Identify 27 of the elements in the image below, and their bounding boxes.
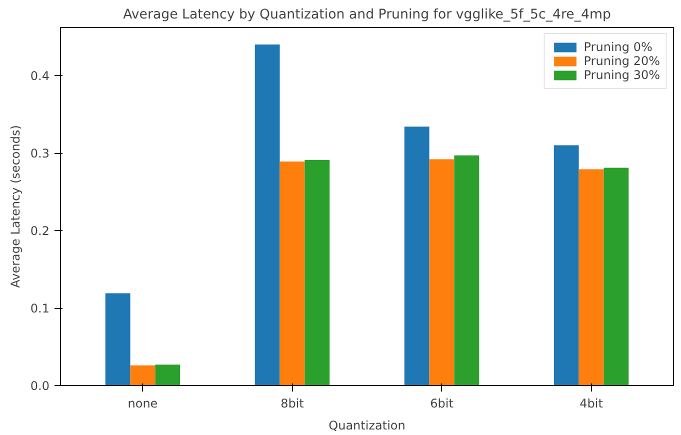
y-tick-label: 0.1 (30, 302, 50, 316)
bar (454, 155, 480, 386)
x-tick-label: 4bit (580, 396, 604, 410)
bar (304, 160, 330, 386)
x-tick-label: 6bit (430, 396, 454, 410)
bar (105, 293, 130, 386)
y-tick-label: 0.4 (30, 69, 50, 84)
legend-label: Pruning 20% (584, 54, 660, 68)
bar (554, 145, 579, 386)
bar (578, 169, 604, 386)
y-tick-label: 0.3 (30, 146, 50, 161)
y-axis-title: Average Latency (seconds) (8, 125, 22, 288)
legend-label: Pruning 30% (584, 68, 660, 82)
bar (155, 364, 180, 386)
y-tick-label: 0.2 (30, 224, 50, 238)
legend-label: Pruning 0% (584, 40, 652, 54)
x-axis-title: Quantization (328, 418, 406, 432)
x-tick-label: 8bit (280, 396, 304, 410)
bar (604, 168, 629, 386)
bar (429, 159, 454, 386)
bar (404, 126, 430, 386)
bar (254, 44, 280, 386)
bar (280, 162, 305, 386)
bar (130, 365, 156, 386)
x-tick-label: none (128, 396, 158, 410)
y-tick-label: 0.0 (30, 379, 50, 393)
chart-title: Average Latency by Quantization and Pruning for vgglike_5f_5c_4re_4mp (123, 8, 611, 22)
